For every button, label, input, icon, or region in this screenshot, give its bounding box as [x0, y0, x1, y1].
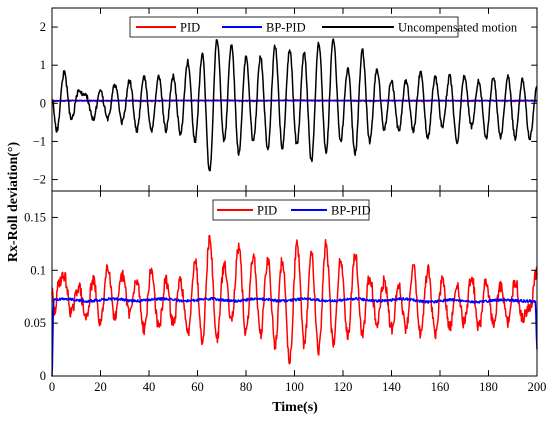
legend-box: [129, 16, 459, 38]
y-axis-label: Rx-Roll deviation(°): [6, 142, 21, 263]
x-tick-label: 200: [528, 380, 547, 394]
bottom-panel: 0 20 40 60 80 100 120 140 160 180 200 0 0.05 0.1 0.15 P…: [24, 190, 547, 394]
x-tick-label: 20: [94, 380, 107, 394]
x-tick-label: 60: [191, 380, 204, 394]
y-tick-label: 1: [40, 58, 46, 72]
legend-label: Uncompensated motion: [398, 21, 518, 35]
y-tick-label: 0: [40, 369, 46, 383]
y-tick-label: 0.1: [30, 263, 46, 277]
y-tick-label: −1: [33, 134, 46, 148]
x-tick-label: 100: [285, 380, 304, 394]
y-tick-label: 2: [40, 20, 46, 34]
x-tick-label: 160: [431, 380, 450, 394]
legend: PID BP-PID Uncompensated motion: [129, 16, 518, 38]
legend: PID BP-PID: [212, 199, 371, 221]
series-line-bp-pid: [51, 296, 538, 377]
x-tick-label: 140: [382, 380, 401, 394]
legend-label: PID: [180, 21, 200, 35]
y-tick-label: −2: [33, 173, 46, 187]
x-tick-label: 180: [479, 380, 498, 394]
legend-label: BP-PID: [331, 204, 371, 218]
series-line-uncompensated-motion: [51, 38, 538, 172]
top-panel: −2 −1 0 1 2 PID BP-PID Uncompensated motion: [33, 7, 538, 192]
y-tick-label: 0: [40, 96, 46, 110]
y-tick-label: 0.05: [24, 316, 46, 330]
x-tick-label: 40: [143, 380, 156, 394]
x-tick-label: 120: [334, 380, 353, 394]
x-tick-label: 0: [49, 380, 55, 394]
x-tick-label: 80: [240, 380, 253, 394]
legend-label: PID: [257, 204, 277, 218]
y-tick-label: 0.15: [24, 210, 46, 224]
legend-label: BP-PID: [266, 21, 306, 35]
series-line-pid: [51, 234, 538, 365]
x-axis-label: Time(s): [272, 400, 318, 415]
